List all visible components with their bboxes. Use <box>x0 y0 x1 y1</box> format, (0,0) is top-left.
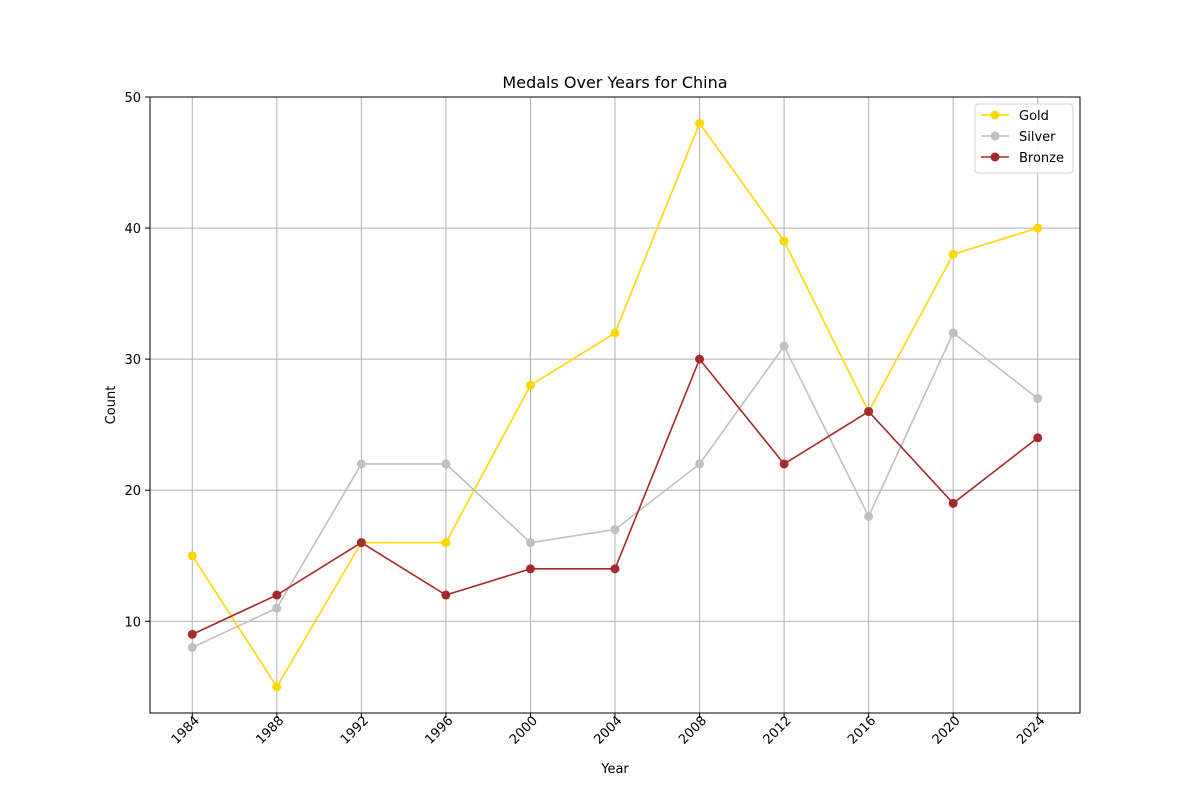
x-tick-label: 2024 <box>1014 714 1048 748</box>
x-tick-label: 1992 <box>338 714 372 748</box>
legend-box <box>974 103 1074 174</box>
x-tick-label: 1988 <box>253 714 287 748</box>
y-tick-label: 20 <box>124 484 141 499</box>
silver-point <box>948 328 958 338</box>
y-axis-label: Count <box>104 386 119 425</box>
bronze-point <box>1033 433 1043 443</box>
gold-point <box>695 118 705 128</box>
x-tick-label: 1996 <box>422 714 456 748</box>
x-tick-label: 2016 <box>845 714 879 748</box>
gold-point <box>1033 223 1043 233</box>
bronze-point <box>356 538 366 548</box>
silver-series <box>187 328 1043 652</box>
legend-marker-bronze <box>990 152 1000 162</box>
silver-point <box>525 538 535 548</box>
x-tick-label: 2020 <box>930 714 964 748</box>
legend-label-silver: Silver <box>1019 130 1056 145</box>
legend-marker-silver <box>990 131 1000 141</box>
bronze-series <box>187 354 1043 639</box>
y-tick-label: 30 <box>124 353 141 368</box>
bronze-point <box>441 590 451 600</box>
legend-label-bronze: Bronze <box>1019 151 1064 166</box>
grid <box>150 96 1080 713</box>
gold-point <box>948 249 958 259</box>
silver-point <box>441 459 451 469</box>
bronze-point <box>948 498 958 508</box>
y-tick-label: 10 <box>124 615 141 630</box>
gold-point <box>525 380 535 390</box>
y-tick-label: 40 <box>124 222 141 237</box>
legend: Gold Silver Bronze <box>974 103 1074 174</box>
gold-point <box>779 236 789 246</box>
x-tick-label: 1984 <box>169 714 203 748</box>
bronze-point <box>610 564 620 574</box>
bronze-point <box>187 629 197 639</box>
x-tick-label: 2004 <box>592 714 626 748</box>
silver-point <box>779 341 789 351</box>
legend-marker-gold <box>990 110 1000 120</box>
series-group <box>187 118 1043 692</box>
silver-point <box>187 642 197 652</box>
silver-point <box>356 459 366 469</box>
x-axis-label: Year <box>600 762 629 777</box>
x-tick-label: 2000 <box>507 714 541 748</box>
gold-point <box>187 551 197 561</box>
bronze-point <box>272 590 282 600</box>
bronze-point <box>695 354 705 364</box>
x-axis-ticks: 1984 1988 1992 1996 2000 2004 2008 2012 2016 2020… <box>169 713 1048 748</box>
silver-point <box>272 603 282 613</box>
silver-point <box>864 511 874 521</box>
gold-point <box>272 682 282 692</box>
legend-label-gold: Gold <box>1019 109 1049 124</box>
x-tick-label: 2008 <box>676 714 710 748</box>
y-tick-label: 50 <box>124 91 141 106</box>
gold-point <box>610 328 620 338</box>
bronze-point <box>525 564 535 574</box>
y-axis-ticks: 10 20 30 40 50 <box>124 91 150 630</box>
gold-point <box>441 538 451 548</box>
silver-point <box>695 459 705 469</box>
x-tick-label: 2012 <box>761 714 795 748</box>
silver-point <box>610 525 620 535</box>
silver-point <box>1033 393 1043 403</box>
bronze-point <box>864 407 874 417</box>
chart-title: Medals Over Years for China <box>502 73 727 92</box>
bronze-point <box>779 459 789 469</box>
